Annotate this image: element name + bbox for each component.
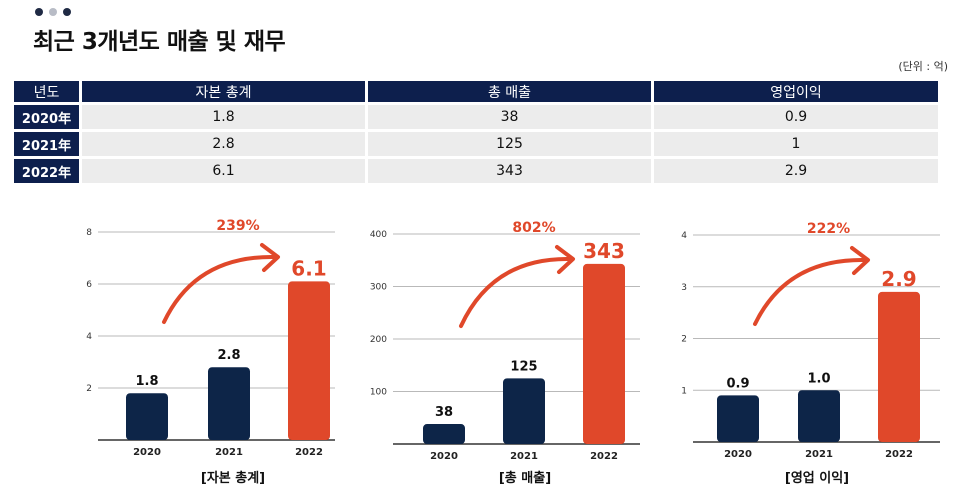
x-tick-label: 2022 [885, 449, 913, 460]
chart-caption-capital: [자본 총계] [200, 471, 266, 486]
y-tick-label: 200 [370, 335, 387, 345]
cell-capital: 6.1 [82, 159, 365, 183]
table-header-row: 년도 자본 총계 총 매출 영업이익 [14, 81, 938, 102]
data-label: 38 [435, 405, 453, 420]
y-tick-label: 3 [681, 283, 687, 293]
x-tick-label: 2021 [215, 447, 243, 458]
bar-2021 [208, 367, 250, 440]
chart-operating-profit-svg: 1 2 3 4 0.9 2020 1.0 2021 2.9 2022 222% [681, 221, 940, 460]
dot-3 [63, 8, 71, 16]
x-tick-label: 2021 [805, 449, 833, 460]
x-tick-label: 2020 [724, 449, 752, 460]
growth-arrow-head-icon [555, 245, 575, 274]
y-tick-label: 8 [86, 228, 92, 238]
x-tick-label: 2021 [510, 451, 538, 462]
x-tick-label: 2020 [430, 451, 458, 462]
cell-capital: 1.8 [82, 105, 365, 129]
row-year: 2021年 [14, 132, 79, 156]
bar-2021 [503, 378, 545, 444]
page-title: 최근 3개년도 매출 및 재무 [33, 29, 286, 55]
row-year: 2020年 [14, 105, 79, 129]
growth-arrow [162, 254, 278, 324]
y-tick-label: 6 [86, 280, 92, 290]
cell-operating-profit: 1 [654, 132, 938, 156]
y-tick-label: 4 [681, 231, 687, 241]
data-label: 0.9 [726, 376, 749, 391]
cell-sales: 343 [368, 159, 651, 183]
table-row: 2020年 1.8 38 0.9 [14, 105, 938, 129]
cell-sales: 125 [368, 132, 651, 156]
data-label: 125 [510, 359, 537, 374]
chart-capital: 2 4 6 8 1.8 2020 2.8 2021 6.1 2022 239% [70, 210, 340, 460]
y-tick-label: 2 [86, 384, 92, 394]
financial-table: 년도 자본 총계 총 매출 영업이익 2020年 1.8 38 0.9 2021… [11, 78, 941, 186]
header-year: 년도 [14, 81, 79, 102]
chart-operating-profit: 1 2 3 4 0.9 2020 1.0 2021 2.9 2022 222% [665, 210, 945, 460]
y-tick-label: 300 [370, 283, 387, 293]
unit-note: (단위 : 억) [898, 60, 948, 73]
growth-label: 222% [807, 221, 850, 237]
cell-operating-profit: 2.9 [654, 159, 938, 183]
bar-2022 [878, 291, 920, 442]
chart-sales-svg: 100 200 300 400 38 2020 125 2021 343 2022 802% [370, 220, 640, 462]
table-row: 2022年 6.1 343 2.9 [14, 159, 938, 183]
pagination-dots [35, 8, 71, 16]
growth-label: 802% [512, 220, 555, 236]
data-label: 6.1 [291, 256, 326, 280]
dot-1 [35, 8, 43, 16]
growth-arrow [753, 257, 868, 326]
header-sales: 총 매출 [368, 81, 651, 102]
growth-arrow [459, 256, 573, 328]
bar-2020 [717, 395, 759, 442]
x-tick-label: 2022 [590, 451, 618, 462]
y-tick-label: 100 [370, 388, 387, 398]
bar-2022 [583, 263, 625, 444]
y-tick-label: 400 [370, 230, 387, 240]
chart-capital-svg: 2 4 6 8 1.8 2020 2.8 2021 6.1 2022 239% [86, 218, 335, 458]
table-row: 2021年 2.8 125 1 [14, 132, 938, 156]
chart-caption-sales: [총 매출] [498, 471, 552, 486]
data-label: 1.0 [807, 371, 830, 386]
x-tick-label: 2022 [295, 447, 323, 458]
growth-arrow-head-icon [260, 243, 280, 272]
growth-arrow-head-icon [850, 246, 870, 275]
header-capital: 자본 총계 [82, 81, 365, 102]
cell-operating-profit: 0.9 [654, 105, 938, 129]
row-year: 2022年 [14, 159, 79, 183]
data-label: 2.8 [217, 348, 240, 363]
growth-label: 239% [216, 218, 259, 234]
data-label: 1.8 [135, 374, 158, 389]
cell-sales: 38 [368, 105, 651, 129]
data-label: 2.9 [881, 267, 916, 291]
bar-2021 [798, 390, 840, 442]
y-tick-label: 1 [681, 386, 687, 396]
bar-2020 [126, 393, 168, 440]
bar-2022 [288, 281, 330, 440]
dot-2 [49, 8, 57, 16]
bar-2020 [423, 424, 465, 444]
cell-capital: 2.8 [82, 132, 365, 156]
chart-caption-operating-profit: [영업 이익] [784, 471, 850, 486]
data-label: 343 [583, 239, 625, 263]
chart-sales: 100 200 300 400 38 2020 125 2021 343 2022 802% [365, 210, 645, 462]
y-tick-label: 4 [86, 332, 92, 342]
header-operating-profit: 영업이익 [654, 81, 938, 102]
x-tick-label: 2020 [133, 447, 161, 458]
y-tick-label: 2 [681, 335, 687, 345]
